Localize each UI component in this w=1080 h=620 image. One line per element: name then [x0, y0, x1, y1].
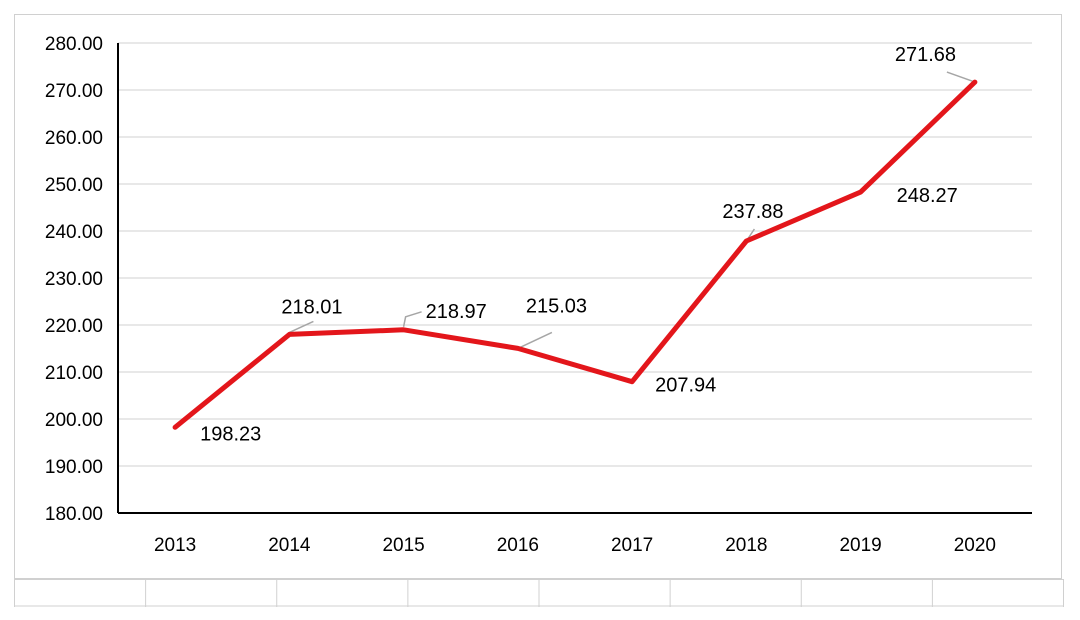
axes: [117, 43, 1032, 514]
series: [172, 79, 978, 430]
data-label: 237.88: [722, 201, 783, 223]
y-tick-label: 220.00: [45, 316, 103, 337]
chart-frame: [14, 14, 1062, 579]
data-label: 207.94: [655, 375, 716, 397]
y-tick-label: 280.00: [45, 34, 103, 55]
data-label: 198.23: [200, 423, 261, 445]
y-tick-label: 210.00: [45, 363, 103, 384]
y-tick-label: 260.00: [45, 128, 103, 149]
x-tick-labels: 2013 2014 2015 2016 2017 2018 2019 2020: [154, 535, 996, 556]
y-tick-label: 180.00: [45, 504, 103, 525]
x-tick-label: 2017: [611, 535, 653, 556]
x-tick-label: 2018: [725, 535, 767, 556]
y-tick-label: 200.00: [45, 410, 103, 431]
y-tick-label: 230.00: [45, 269, 103, 290]
data-label: 218.97: [426, 301, 487, 323]
data-label: 215.03: [526, 295, 587, 317]
y-tick-labels: 180.00 190.00 200.00 210.00 220.00 230.00 240.…: [45, 34, 103, 525]
x-tick-label: 2015: [382, 535, 424, 556]
leader-line: [289, 320, 314, 334]
x-tick-label: 2016: [497, 535, 539, 556]
data-labels: 198.23 218.01 218.97 215.03 207.94 237.88 248.…: [200, 44, 958, 445]
data-label: 271.68: [895, 44, 956, 66]
y-tick-label: 240.00: [45, 222, 103, 243]
y-tick-label: 270.00: [45, 81, 103, 102]
x-tick-label: 2013: [154, 535, 196, 556]
x-tick-label: 2020: [954, 535, 996, 556]
spreadsheet-cells: [14, 579, 1064, 607]
y-tick-label: 190.00: [45, 457, 103, 478]
x-tick-label: 2019: [839, 535, 881, 556]
leader-line: [517, 331, 553, 350]
series-line: [172, 79, 978, 430]
leader-lines: [289, 71, 976, 350]
y-tick-label: 250.00: [45, 175, 103, 196]
leader-line: [946, 71, 976, 83]
leader-line: [402, 311, 422, 327]
gridlines: [118, 42, 1032, 467]
x-tick-label: 2014: [268, 535, 311, 556]
data-label: 218.01: [281, 296, 342, 318]
data-label: 248.27: [897, 185, 958, 207]
